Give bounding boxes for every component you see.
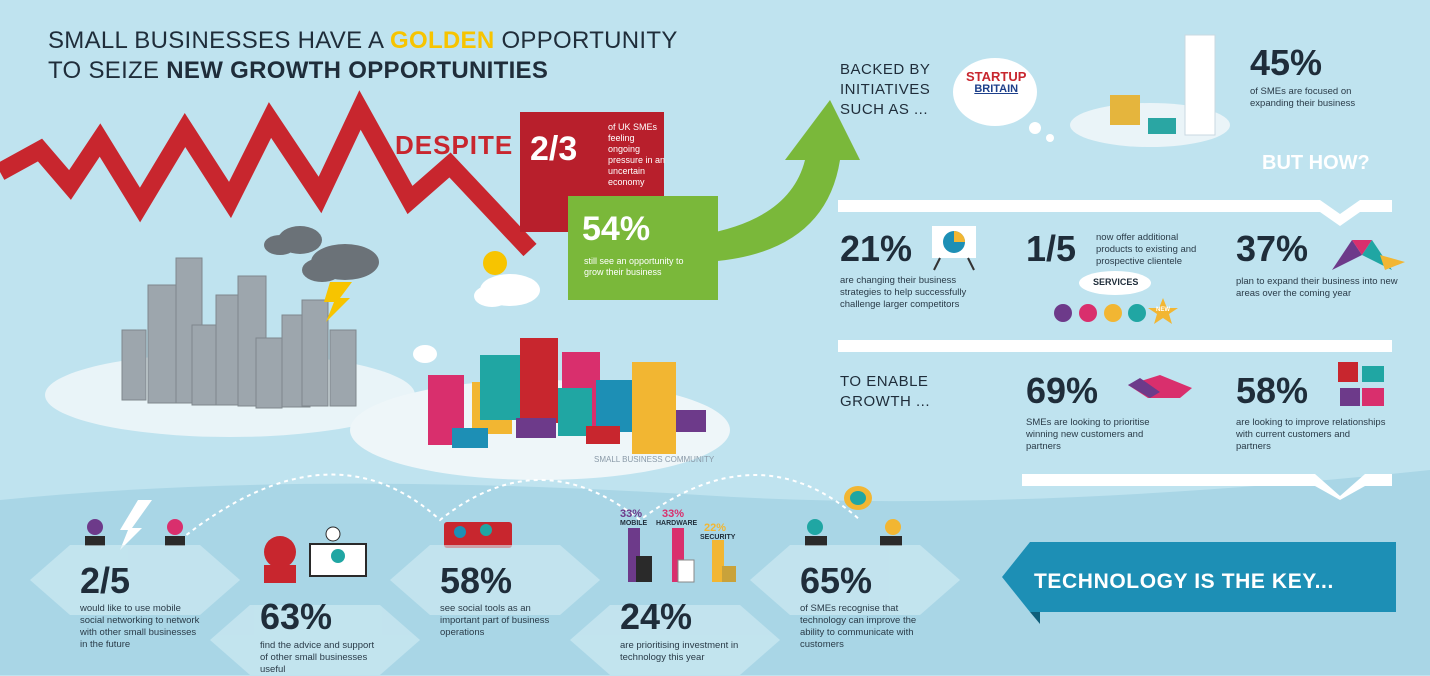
relationships-value: 58%: [1236, 370, 1309, 411]
small-gold-building: [1110, 95, 1140, 125]
logo-startup: STARTUP: [966, 69, 1027, 84]
delivery-truck: [1148, 118, 1176, 134]
communicate-text: of SMEs recognise that technology can im…: [800, 603, 917, 650]
tech-banner-shape: [1002, 542, 1396, 612]
page-title: SMALL BUSINESSES HAVE A GOLDEN OPPORTUNI…: [48, 26, 678, 86]
title-line1-post: OPPORTUNITY: [494, 27, 678, 54]
enable-line2: GROWTH ...: [840, 393, 930, 410]
products-value: 1/5: [1026, 228, 1077, 269]
title-line1-pre: SMALL BUSINESSES HAVE A: [48, 27, 391, 54]
title-line2-pre: TO SEIZE: [48, 57, 167, 84]
logo-britain: BRITAIN: [974, 83, 1019, 95]
tall-white-tower: [1184, 34, 1216, 136]
opportunity-box: 54% still see an opportunity to grow the…: [568, 196, 718, 300]
title-gold-word: GOLDEN: [390, 27, 495, 54]
startup-britain-logo: STARTUP BRITAIN: [966, 70, 1026, 96]
hardware-label: HARDWARE: [656, 520, 698, 527]
investment-value: 24%: [620, 596, 693, 637]
winning-value: 69%: [1026, 370, 1099, 411]
strategies-value: 21%: [840, 228, 913, 269]
services-label: SERVICES: [1093, 277, 1139, 287]
initiatives-line3: SUCH AS ...: [840, 101, 929, 118]
handshake-icon: [1128, 375, 1192, 398]
social-text: see social tools as an important part of…: [440, 603, 550, 638]
expanding-value: 45%: [1250, 42, 1323, 83]
storm-cloud: [264, 226, 379, 282]
hardware-pct: 33%: [662, 508, 685, 520]
new-star: [1148, 298, 1178, 324]
services-bubble: [1079, 271, 1151, 295]
growth-arrow: [700, 100, 860, 262]
title-line2-bold: NEW GROWTH OPPORTUNITIES: [166, 57, 549, 84]
despite-text: of UK SMEs feeling ongoing pressure in a…: [608, 122, 666, 187]
white-cloud: [474, 274, 540, 307]
networking-value: 2/5: [80, 560, 131, 601]
grey-buildings: [121, 257, 357, 409]
social-value: 58%: [440, 560, 513, 601]
advice-text: find the advice and support of other sma…: [260, 640, 375, 675]
opportunity-text: still see an opportunity to grow their b…: [584, 256, 684, 277]
networking-text: would like to use mobile social networki…: [80, 603, 200, 650]
despite-value: 2/3: [530, 130, 578, 168]
social-toolbox-icon: [444, 522, 512, 548]
mobile-pct: 33%: [620, 508, 643, 520]
products-text: now offer additional products to existin…: [1096, 232, 1197, 267]
security-pct: 22%: [704, 522, 727, 534]
communicate-value: 65%: [800, 560, 873, 601]
divider-bottom: [1022, 474, 1392, 500]
advice-value: 63%: [260, 596, 333, 637]
initiatives-text: BACKED BY INITIATIVES SUCH AS ...: [840, 60, 930, 120]
tech-bars: [628, 528, 736, 583]
new-label: NEW: [1156, 307, 1170, 313]
communicate-icon: [805, 486, 902, 546]
decline-graph-line: [0, 90, 537, 257]
initiatives-line2: INITIATIVES: [840, 81, 931, 98]
expanding-text: of SMEs are focused on expanding their b…: [1250, 86, 1356, 109]
despite-label: DESPITE: [395, 130, 514, 160]
advice-icon: [264, 526, 367, 583]
mobile-label: MOBILE: [620, 520, 648, 527]
community-label: SMALL BUSINESS COMMUNITY: [594, 455, 715, 464]
but-how-heading: BUT HOW?: [1262, 152, 1370, 174]
arrows-icon: [1332, 240, 1405, 270]
services-dots: [1054, 304, 1146, 322]
community-buildings: [428, 338, 706, 454]
initiatives-line1: BACKED BY: [840, 61, 931, 78]
divider-middle: [838, 340, 1392, 352]
speech-bubble-small: [413, 345, 437, 363]
mobile-people-icon: [85, 500, 185, 550]
winning-text: SMEs are looking to prioritise winning n…: [1026, 417, 1150, 452]
expand-areas-value: 37%: [1236, 228, 1309, 269]
hex-tiles: [30, 545, 960, 675]
enable-line1: TO ENABLE: [840, 373, 929, 390]
security-label: SECURITY: [700, 534, 736, 541]
startup-bubble: [953, 58, 1037, 126]
investment-text: are prioritising investment in technolog…: [620, 640, 739, 663]
relationships-text: are looking to improve relationships wit…: [1236, 417, 1386, 452]
sun: [483, 251, 507, 275]
network-arcs: [179, 473, 861, 541]
enable-heading: TO ENABLE GROWTH ...: [840, 372, 930, 412]
divider-top: [838, 200, 1392, 226]
hands-icon: [1338, 362, 1384, 406]
opportunity-value: 54%: [582, 210, 651, 248]
technology-key-label: TECHNOLOGY IS THE KEY...: [1034, 570, 1334, 593]
strategies-text: are changing their business strategies t…: [840, 275, 967, 310]
lightning: [324, 282, 352, 322]
expand-areas-text: plan to expand their business into new a…: [1236, 276, 1398, 299]
